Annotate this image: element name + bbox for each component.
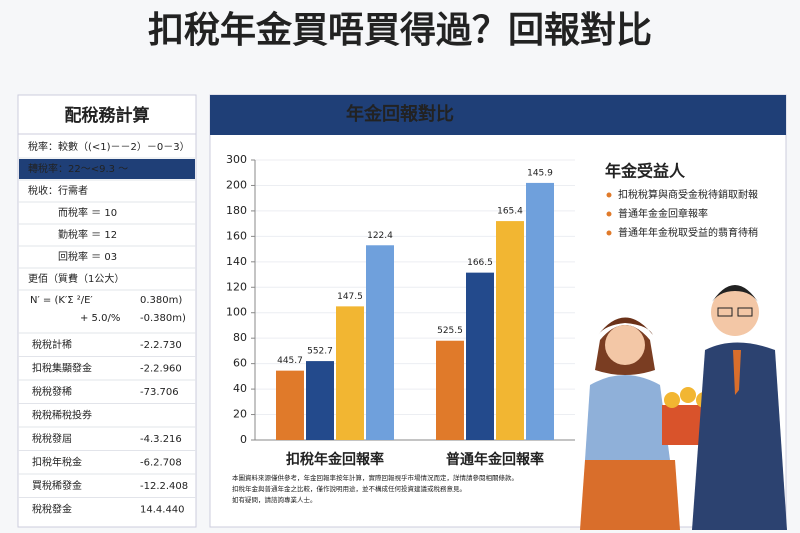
beneficiary-item: 普通年金金回章報率 <box>618 207 708 220</box>
table-cell: -73.706 <box>140 387 179 398</box>
illustration <box>580 285 787 530</box>
calc-line: 更佰（質費（1公大） <box>28 272 124 285</box>
calc-title: 配稅務計算 <box>65 105 150 126</box>
chart-header <box>210 95 786 135</box>
bar <box>336 306 364 440</box>
y-tick-label: 140 <box>226 255 247 268</box>
bullet <box>606 211 612 217</box>
bar-annotation: 165.4 <box>497 207 523 217</box>
calc-line: 稅率：較數（(<1)－－2）－0－3） <box>28 140 190 153</box>
calc-line: 而稅率 ＝ 10 <box>58 206 117 219</box>
bar <box>366 245 394 440</box>
formula: -0.380m) <box>140 313 186 324</box>
bar <box>466 272 494 440</box>
footnote: 扣稅年金與普通年金之比較，僅作說明用途，並不構成任何投資建議或稅務意見。 <box>232 484 466 493</box>
formula: N′ = (K′Σ ²/E′ <box>30 295 93 306</box>
table-cell: 稅稅發屆 <box>32 432 72 445</box>
bar-annotation: 122.4 <box>367 231 393 241</box>
table-cell: -2.2.730 <box>140 340 182 351</box>
bar <box>496 221 524 440</box>
footnote: 本圖資料來源僅供參考，年金回報率按年計算，實際回報視乎市場情況而定，詳情請參閱相… <box>232 473 518 482</box>
bar-annotation: 525.5 <box>437 326 463 336</box>
beneficiary-item: 扣稅稅算與商受金稅待銷取耐報 <box>618 188 758 201</box>
bar <box>526 182 554 440</box>
table-cell: -4.3.216 <box>140 434 182 445</box>
footnote: 如有疑問，請諮詢專業人士。 <box>232 495 317 504</box>
y-tick-label: 160 <box>226 229 247 242</box>
table-cell: 稅稅發金 <box>32 503 72 516</box>
y-tick-label: 120 <box>226 280 247 293</box>
y-tick-label: 0 <box>240 433 247 446</box>
y-tick-label: 100 <box>226 306 247 319</box>
y-tick-label: 40 <box>233 382 247 395</box>
bullet <box>606 230 612 236</box>
bar-annotation: 145.9 <box>527 168 553 178</box>
y-tick-label: 200 <box>226 178 247 191</box>
y-tick-label: 20 <box>233 408 247 421</box>
table-cell: 14.4.440 <box>140 505 185 516</box>
calc-line: 勤稅率 ＝ 12 <box>58 228 117 241</box>
calc-line: 轉稅率：22～<9.3 ～ <box>28 162 128 175</box>
calc-line: 稅收：行需者 <box>28 184 88 197</box>
table-cell: 稅稅計稀 <box>32 338 72 351</box>
bar <box>436 340 464 440</box>
y-tick-label: 180 <box>226 204 247 217</box>
table-cell: 買稅稀發金 <box>32 479 82 492</box>
bar-annotation: 166.5 <box>467 258 493 268</box>
table-cell: -2.2.960 <box>140 364 182 375</box>
table-cell: 扣稅集顯發金 <box>32 362 92 375</box>
y-tick-label: 60 <box>233 357 247 370</box>
x-tick-label: 扣稅年金回報率 <box>286 451 384 468</box>
table-cell: 扣稅年稅金 <box>32 456 82 469</box>
y-tick-label: 300 <box>226 153 247 166</box>
formula: 0.380m) <box>140 295 182 306</box>
calc-line: 回稅率 ＝ 03 <box>58 250 117 263</box>
table-cell: 稅稅發稀 <box>32 385 72 398</box>
bar <box>276 370 304 440</box>
table-cell: 稅稅稀稅投券 <box>32 409 92 422</box>
bar-annotation: 147.5 <box>337 292 363 302</box>
bar <box>306 361 334 440</box>
highlight-row <box>19 159 195 179</box>
beneficiary-title: 年金受益人 <box>605 162 686 181</box>
bar-annotation: 445.7 <box>277 356 303 366</box>
beneficiary-item: 普通年年金稅取受益的翡育待稍 <box>618 226 758 239</box>
table-cell: -6.2.708 <box>140 458 182 469</box>
chart-title: 年金回報對比 <box>346 103 454 125</box>
bullet <box>606 192 612 198</box>
table-cell: -12.2.408 <box>140 481 188 492</box>
bar-annotation: 552.7 <box>307 347 333 357</box>
x-tick-label: 普通年金回報率 <box>446 451 544 468</box>
page-title: 扣稅年金買唔買得過？回報對比 <box>148 9 652 51</box>
y-tick-label: 80 <box>233 331 247 344</box>
formula: + 5.0/% <box>80 313 120 324</box>
